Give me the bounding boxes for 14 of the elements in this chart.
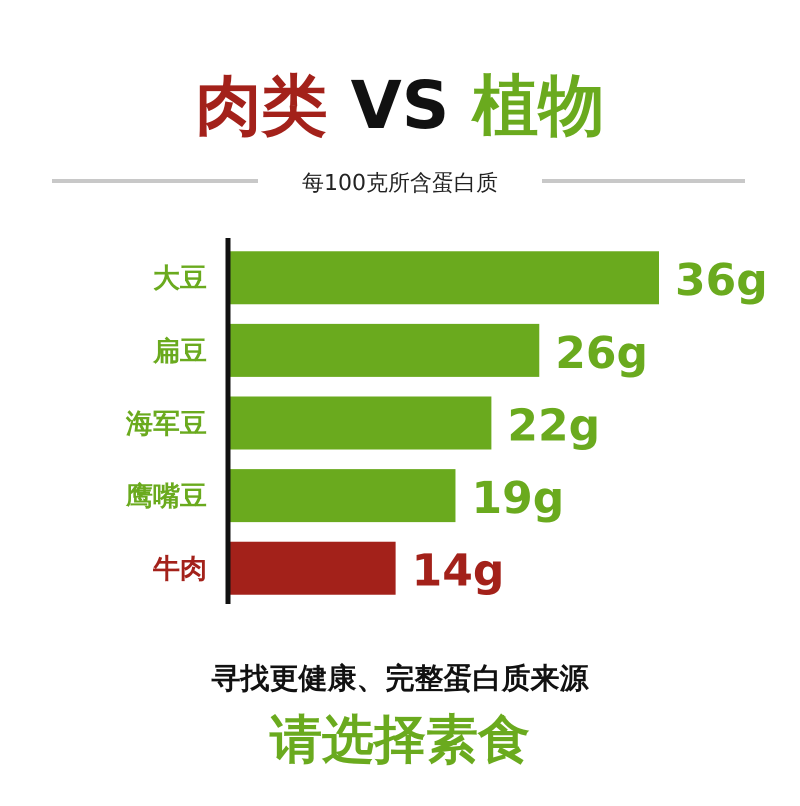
chart-title: 肉类 VS 植物	[196, 67, 604, 144]
y-tick-label: 牛肉	[152, 554, 207, 585]
text: 请选择素食	[269, 710, 530, 770]
data-label: 22g	[507, 400, 600, 452]
data-label: 19g	[471, 473, 564, 524]
y-tick-label: 大豆	[153, 263, 207, 294]
y-tick-label: 海军豆	[125, 408, 207, 440]
data-label: 36g	[675, 255, 768, 306]
data-label: 14g	[412, 546, 504, 597]
text: 寻找更健康、完整蛋白质来源	[210, 661, 590, 695]
data-label: 26g	[555, 328, 648, 379]
chart-subtitle: 每100克所含蛋白质	[302, 171, 498, 196]
y-tick-label: 鹰嘴豆	[125, 481, 207, 512]
y-tick-label: 扁豆	[152, 336, 207, 367]
